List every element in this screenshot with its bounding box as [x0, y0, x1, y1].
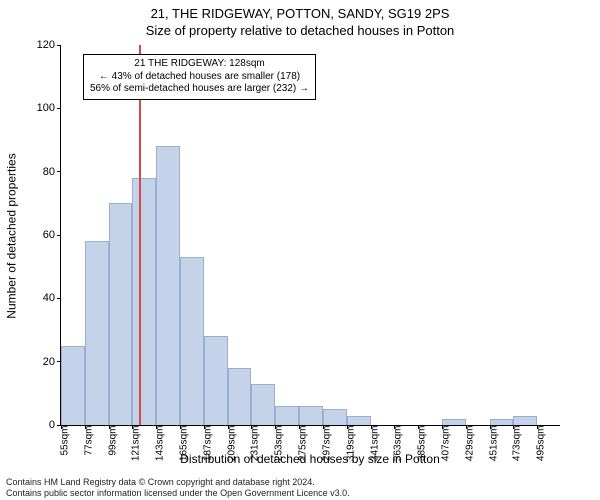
annotation-line: 56% of semi-detached houses are larger (… [90, 83, 309, 96]
title-block: 21, THE RIDGEWAY, POTTON, SANDY, SG19 2P… [0, 0, 600, 38]
histogram-bar [513, 416, 537, 426]
histogram-bar [347, 416, 371, 426]
histogram-bar [275, 406, 299, 425]
footer-line-2: Contains public sector information licen… [6, 488, 350, 498]
plot-area: 02040608010012055sqm77sqm99sqm121sqm143s… [60, 46, 560, 426]
figure: 21, THE RIDGEWAY, POTTON, SANDY, SG19 2P… [0, 0, 600, 500]
footer-line-1: Contains HM Land Registry data © Crown c… [6, 477, 350, 487]
histogram-bar [132, 178, 156, 425]
annotation-line: 21 THE RIDGEWAY: 128sqm [90, 58, 309, 71]
footer-attribution: Contains HM Land Registry data © Crown c… [6, 477, 350, 498]
y-tick-label: 40 [43, 292, 61, 304]
x-tick-label: 55sqm [60, 426, 71, 456]
histogram-bar [490, 419, 514, 425]
y-axis-label: Number of detached properties [4, 46, 20, 426]
histogram-bar [323, 409, 347, 425]
y-tick-label: 60 [43, 229, 61, 241]
histogram-bar [85, 241, 109, 425]
chart-subtitle: Size of property relative to detached ho… [0, 23, 600, 38]
x-axis-label: Distribution of detached houses by size … [60, 452, 560, 466]
y-tick-label: 120 [37, 39, 61, 51]
histogram-bar [180, 257, 204, 425]
y-tick-label: 80 [43, 166, 61, 178]
annotation-line: ← 43% of detached houses are smaller (17… [90, 71, 309, 84]
x-tick-label: 77sqm [83, 426, 94, 456]
histogram-bar [442, 419, 466, 425]
histogram-bar [156, 146, 180, 425]
y-tick-label: 20 [43, 356, 61, 368]
histogram-bar [251, 384, 275, 425]
histogram-bar [61, 346, 85, 425]
histogram-bar [299, 406, 323, 425]
histogram-bar [109, 203, 133, 425]
y-tick-label: 100 [37, 102, 61, 114]
chart-title: 21, THE RIDGEWAY, POTTON, SANDY, SG19 2P… [0, 6, 600, 21]
x-tick-label: 99sqm [107, 426, 118, 456]
annotation-box: 21 THE RIDGEWAY: 128sqm← 43% of detached… [83, 54, 316, 100]
marker-line [139, 45, 141, 425]
histogram-bar [228, 368, 252, 425]
histogram-bar [204, 336, 228, 425]
